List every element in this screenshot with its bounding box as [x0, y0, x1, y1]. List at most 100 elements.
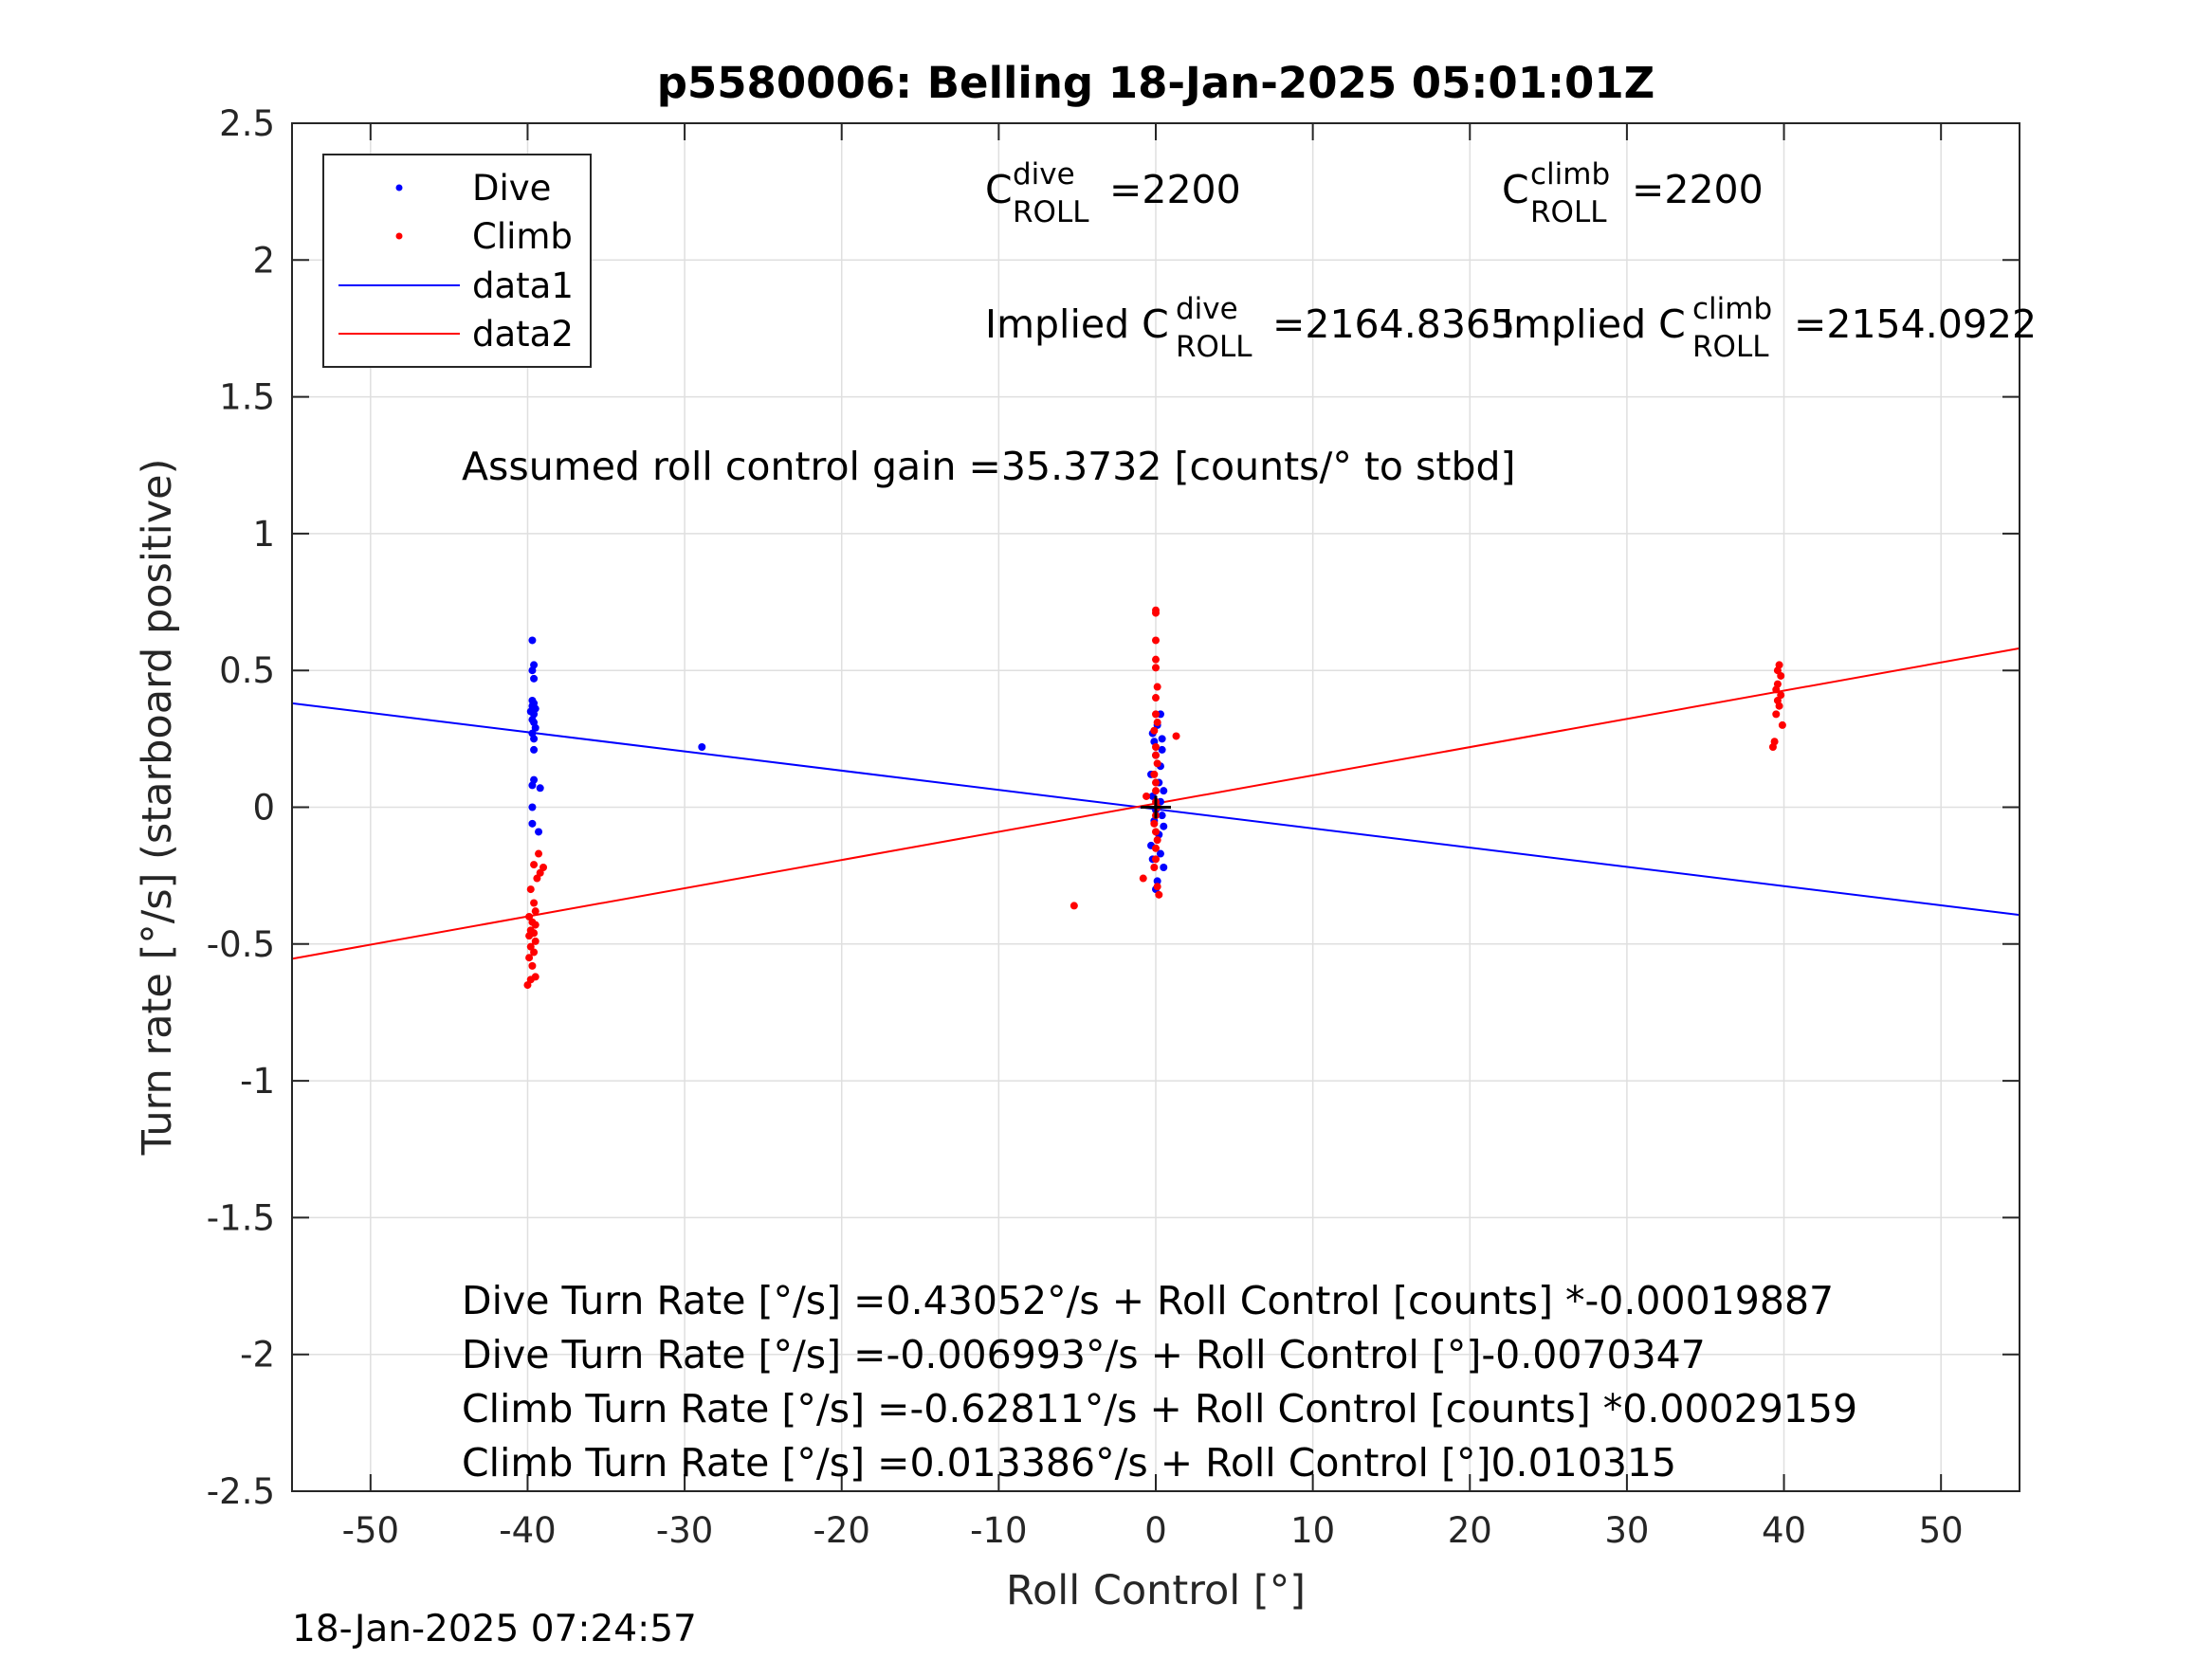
dive-point — [530, 735, 539, 743]
climb-point — [535, 849, 543, 858]
x-tick-label: 10 — [1290, 1510, 1335, 1551]
climb-point — [1153, 836, 1161, 845]
y-tick-label: 2 — [252, 240, 275, 281]
climb-point — [1150, 863, 1159, 871]
x-tick-label: 50 — [1919, 1510, 1964, 1551]
x-tick-label: 40 — [1762, 1510, 1806, 1551]
climb-point — [1152, 710, 1160, 719]
climb-point — [1768, 743, 1777, 752]
climb-point — [1152, 844, 1160, 852]
c-roll-climb-sub: ROLL — [1530, 195, 1607, 229]
implied-dive-annotation: Implied C dive ROLL =2164.8365 — [985, 292, 1515, 364]
implied-climb-value: =2154.0922 — [1794, 301, 2037, 347]
c-roll-dive-sup: dive — [1013, 157, 1075, 191]
climb-point — [1152, 743, 1160, 752]
dive-point — [698, 743, 706, 752]
c-roll-climb-base: C — [1502, 167, 1529, 212]
climb-point — [1152, 609, 1160, 617]
x-tick-label: 30 — [1604, 1510, 1649, 1551]
climb-point — [523, 981, 532, 990]
legend-data2-label: data2 — [472, 314, 574, 355]
legend-data1-label: data1 — [472, 265, 574, 306]
climb-point — [1777, 671, 1785, 680]
implied-climb-prefix: Implied C — [1502, 301, 1686, 347]
x-tick-label: -30 — [656, 1510, 713, 1551]
x-tick-label: -40 — [499, 1510, 556, 1551]
dive-point — [530, 674, 539, 683]
climb-point — [530, 948, 539, 957]
c-roll-climb-annotation: C climb ROLL =2200 — [1502, 157, 1764, 229]
tick-labels: -50 -40 -30 -20 -10 0 10 20 30 40 50-2.5-2-1.5-1-0… — [207, 103, 1964, 1551]
implied-dive-prefix: Implied C — [985, 301, 1169, 347]
dive-point — [528, 781, 537, 790]
x-axis-label: Roll Control [°] — [1006, 1567, 1306, 1614]
tick-marks — [292, 122, 2020, 1492]
climb-point — [531, 937, 539, 945]
dive-point — [1158, 745, 1166, 754]
implied-dive-sup: dive — [1176, 292, 1238, 326]
climb-point — [1143, 792, 1151, 800]
timestamp: 18-Jan-2025 07:24:57 — [292, 1608, 697, 1650]
fit-equations: Dive Turn Rate [°/s] =0.43052°/s + Roll … — [462, 1278, 1857, 1486]
climb-point — [1772, 685, 1781, 694]
implied-climb-sup: climb — [1692, 292, 1772, 326]
c-roll-dive-value: =2200 — [1109, 167, 1241, 212]
legend: Dive Climb data1 data2 — [322, 154, 592, 368]
climb-point — [1152, 664, 1160, 672]
climb-point — [1153, 759, 1161, 768]
y-tick-label: 1.5 — [219, 377, 275, 418]
climb-point — [1153, 883, 1161, 891]
equation-line-2: Dive Turn Rate [°/s] =-0.006993°/s + Rol… — [462, 1332, 1706, 1377]
x-tick-label: 0 — [1144, 1510, 1167, 1551]
climb-point — [1155, 890, 1163, 899]
c-roll-climb-value: =2200 — [1632, 167, 1764, 212]
x-tick-label: 20 — [1448, 1510, 1492, 1551]
climb-point — [1772, 710, 1781, 719]
climb-point — [1152, 828, 1160, 836]
dive-point — [528, 666, 537, 675]
x-tick-label: -10 — [970, 1510, 1027, 1551]
c-roll-climb-sup: climb — [1530, 157, 1610, 191]
climb-point — [1778, 720, 1786, 729]
x-tick-label: -20 — [814, 1510, 870, 1551]
y-tick-label: 0 — [252, 788, 275, 829]
roll-gain-annotation: Assumed roll control gain =35.3732 [coun… — [462, 444, 1516, 489]
dive-point — [1153, 877, 1161, 885]
climb-point — [1152, 655, 1160, 664]
climb-point — [1152, 751, 1160, 759]
y-tick-label: -0.5 — [207, 924, 275, 965]
c-roll-dive-base: C — [985, 167, 1013, 212]
climb-point — [1153, 683, 1161, 691]
climb-point — [1152, 694, 1160, 702]
chart-title: p5580006: Belling 18-Jan-2025 05:01:01Z — [657, 58, 1655, 108]
equation-line-1: Dive Turn Rate [°/s] =0.43052°/s + Roll … — [462, 1278, 1834, 1323]
climb-point — [1152, 778, 1160, 787]
climb-point — [1152, 787, 1160, 795]
legend-climb-marker — [395, 232, 403, 240]
dive-point — [1160, 822, 1168, 830]
y-tick-label: -1 — [240, 1061, 275, 1102]
c-roll-dive-annotation: C dive ROLL =2200 — [985, 157, 1241, 229]
dive-point — [1158, 811, 1166, 820]
climb-point — [1150, 770, 1159, 778]
climb-point — [1139, 874, 1147, 883]
climb-point — [536, 868, 544, 877]
implied-dive-value: =2164.8365 — [1272, 301, 1515, 347]
y-tick-label: 1 — [252, 514, 275, 555]
climb-point — [531, 921, 539, 929]
climb-point — [1069, 902, 1078, 910]
dive-point — [535, 828, 543, 836]
dive-point — [528, 819, 537, 828]
climb-point — [1153, 719, 1161, 727]
legend-box — [322, 154, 592, 368]
legend-dive-label: Dive — [472, 168, 551, 209]
climb-point — [528, 961, 537, 970]
climb-point — [1150, 819, 1159, 828]
legend-dive-marker — [395, 184, 403, 191]
climb-point — [1152, 855, 1160, 864]
implied-climb-annotation: Implied C climb ROLL =2154.0922 — [1502, 292, 2037, 364]
climb-point — [525, 954, 534, 962]
dive-point — [1160, 787, 1168, 795]
climb-point — [1172, 732, 1180, 740]
